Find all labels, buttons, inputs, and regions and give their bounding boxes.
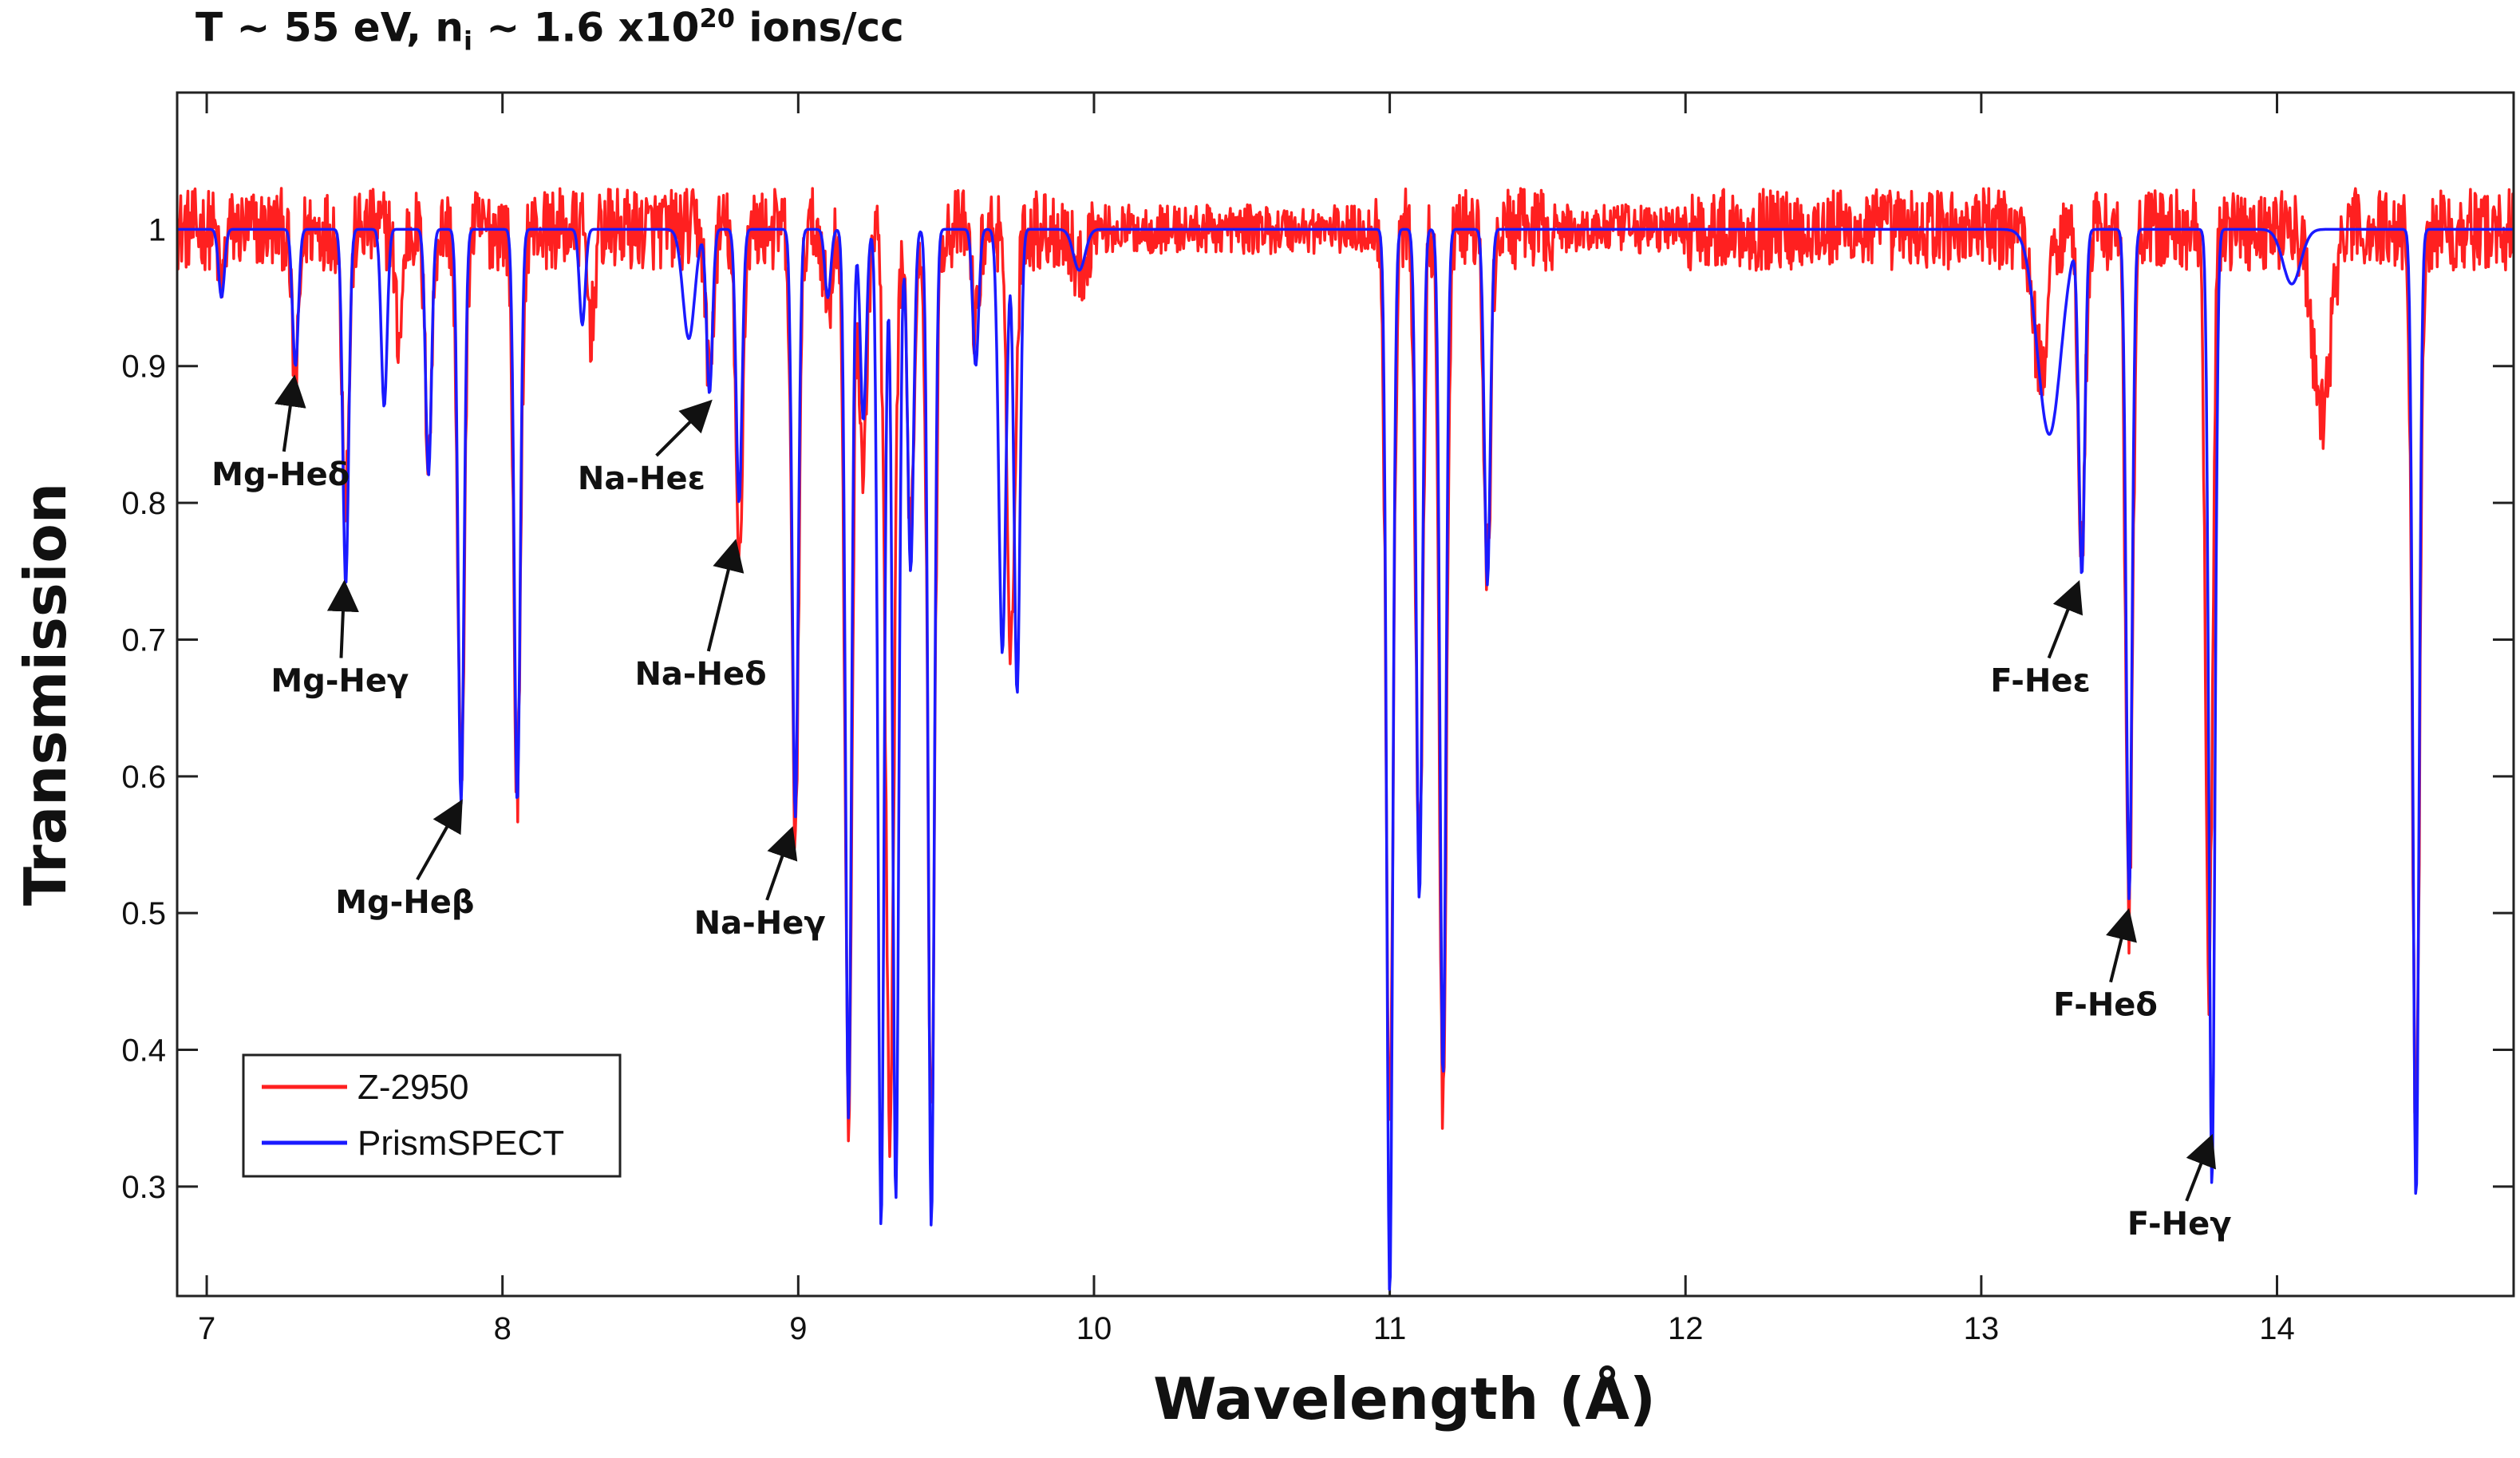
x-tick-label: 12 <box>1668 1311 1704 1346</box>
y-tick-label: 0.4 <box>121 1033 166 1069</box>
series-layer <box>177 187 2514 1291</box>
annotation-arrow <box>706 539 745 652</box>
legend-label-prismspect: PrismSPECT <box>357 1124 564 1163</box>
annotation-arrow <box>765 826 798 901</box>
chart-title: T ~ 55 eV, ni ~ 1.6 x1020 ions/cc <box>196 3 904 57</box>
annotation-label: Mg-Heδ <box>211 456 350 493</box>
annotation-arrow <box>2185 1133 2216 1202</box>
legend-box <box>242 1053 622 1178</box>
y-tick-label: 0.7 <box>121 622 166 658</box>
x-tick-label: 8 <box>494 1311 512 1346</box>
series-line-prismspect <box>177 227 2514 1291</box>
annotation-label: Na-Heγ <box>694 905 826 942</box>
x-axis-title: Wavelength (Å) <box>1153 1365 1656 1432</box>
annotation-label: Mg-Heβ <box>335 884 474 921</box>
x-tick-label: 13 <box>1964 1311 2000 1346</box>
annotation-arrow <box>274 374 306 452</box>
y-tick-label: 0.8 <box>121 486 166 521</box>
annotation-label: F-Heδ <box>2053 987 2158 1024</box>
y-axis-title: Transmission <box>12 483 79 906</box>
y-tick-label: 1 <box>148 212 166 247</box>
x-tick-label: 9 <box>789 1311 807 1346</box>
y-tick-label: 0.9 <box>121 350 166 385</box>
x-tick-label: 14 <box>2259 1311 2295 1346</box>
annotation-arrow <box>655 399 713 457</box>
y-tick-labels: 0.3 0.4 0.5 0.6 0.7 0.8 0.9 1 <box>121 212 166 1205</box>
annotation-label: F-Heε <box>1990 663 2091 700</box>
annotation-arrow <box>2106 907 2137 983</box>
x-tick-label: 7 <box>198 1311 215 1346</box>
plot-frame <box>176 91 2515 1298</box>
line-annotations: Mg-Heδ Mg-Heγ Mg-Heβ Na-Heε Na-Heδ Na-Heγ F-He… <box>211 374 2232 1243</box>
annotation-label: Na-Heδ <box>634 656 766 693</box>
annotation-arrow <box>2047 579 2084 659</box>
annotation-label: Mg-Heγ <box>271 663 409 700</box>
annotation-label: F-Heγ <box>2127 1206 2232 1243</box>
y-tick-label: 0.3 <box>121 1170 166 1205</box>
x-tick-label: 11 <box>1373 1311 1407 1346</box>
annotation-label: Na-Heε <box>578 460 705 497</box>
legend: Z-2950 PrismSPECT <box>242 1053 622 1178</box>
legend-label-z2950: Z-2950 <box>357 1068 468 1107</box>
annotation-arrow <box>416 799 463 881</box>
x-tick-labels: 7 8 9 10 11 12 13 14 <box>198 1311 2295 1346</box>
x-tick-label: 10 <box>1076 1311 1112 1346</box>
y-tick-label: 0.6 <box>121 760 166 795</box>
y-tick-label: 0.5 <box>121 896 166 931</box>
annotation-arrow <box>326 579 359 658</box>
